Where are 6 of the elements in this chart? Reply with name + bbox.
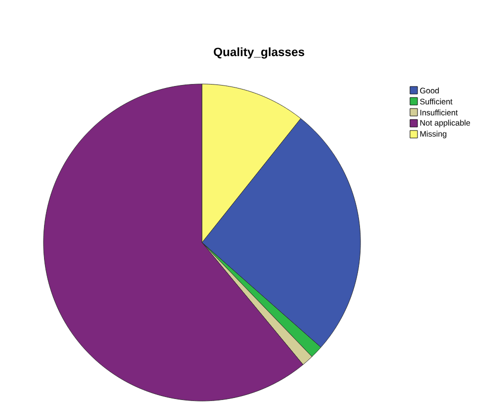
legend-label: Missing: [420, 130, 446, 138]
legend-label: Sufficient: [420, 98, 452, 104]
legend-label: Insufficient: [420, 110, 458, 116]
chart-title: Quality_glasses: [214, 47, 304, 59]
legend-label: Not applicable: [420, 120, 470, 128]
legend-label: Good: [420, 88, 439, 94]
